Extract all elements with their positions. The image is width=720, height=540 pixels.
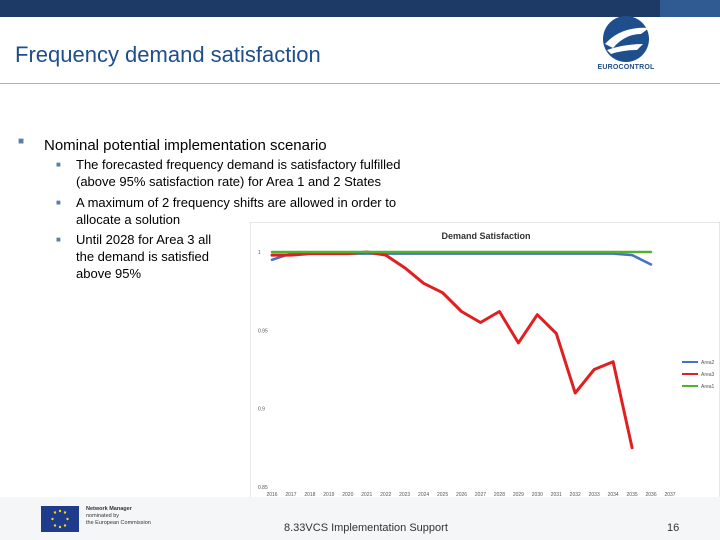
sub-bullet-1-line1: The forecasted frequency demand is satis… — [76, 157, 401, 172]
legend-label: Area1 — [701, 384, 715, 390]
x-tick-label: 2034 — [608, 492, 619, 498]
top-bar — [0, 0, 720, 17]
x-tick-label: 2021 — [361, 492, 372, 498]
bullet-marker: ■ — [18, 136, 25, 147]
nm-line-1: Network Manager — [86, 506, 132, 512]
x-tick-label: 2027 — [475, 492, 486, 498]
x-tick-label: 2022 — [380, 492, 391, 498]
x-tick-label: 2020 — [342, 492, 353, 498]
series-line-area3 — [270, 250, 634, 450]
eurocontrol-logo: EUROCONTROL — [591, 14, 661, 78]
x-tick-label: 2016 — [266, 492, 277, 498]
sub-bullet-3-line2: the demand is satisfied — [76, 249, 209, 264]
network-manager-text: Network Manager nominated by the Europea… — [86, 506, 151, 527]
x-tick-label: 2036 — [645, 492, 656, 498]
x-tick-label: 2019 — [323, 492, 334, 498]
sub-bullet-marker: ■ — [56, 235, 61, 244]
chart-frame — [250, 222, 720, 500]
sub-bullet-3-line3: above 95% — [76, 266, 142, 281]
x-tick-label: 2023 — [399, 492, 410, 498]
sub-bullet-marker: ■ — [56, 198, 61, 207]
x-tick-label: 2018 — [304, 492, 315, 498]
legend-label: Area2 — [701, 360, 715, 366]
x-tick-label: 2030 — [532, 492, 543, 498]
x-tick-label: 2032 — [570, 492, 581, 498]
x-tick-label: 2031 — [551, 492, 562, 498]
main-bullet: Nominal potential implementation scenari… — [44, 137, 327, 154]
sub-bullet-2-line1: A maximum of 2 frequency shifts are allo… — [76, 195, 397, 210]
x-tick-label: 2028 — [494, 492, 505, 498]
y-tick-label: 1 — [258, 250, 261, 256]
x-tick-label: 2026 — [456, 492, 467, 498]
top-bar-accent — [660, 0, 720, 17]
sub-bullet-3-line1: Until 2028 for Area 3 all — [76, 232, 212, 247]
x-tick-label: 2017 — [285, 492, 296, 498]
x-tick-label: 2033 — [589, 492, 600, 498]
y-tick-label: 0.85 — [258, 485, 268, 491]
x-tick-label: 2025 — [437, 492, 448, 498]
legend-label: Area3 — [701, 372, 715, 378]
sub-bullet-marker: ■ — [56, 160, 61, 169]
eu-flag-icon — [41, 506, 79, 532]
sub-bullet-1: The forecasted frequency demand is satis… — [76, 156, 400, 190]
footer-band — [0, 497, 720, 540]
nm-line-2: nominated by — [86, 513, 120, 519]
nm-line-3: the European Commission — [86, 520, 151, 526]
page-number: 16 — [667, 522, 680, 534]
sub-bullet-2-line2: allocate a solution — [76, 212, 181, 227]
header-divider — [0, 83, 720, 84]
x-tick-label: 2037 — [664, 492, 675, 498]
x-tick-label: 2024 — [418, 492, 429, 498]
x-tick-label: 2035 — [627, 492, 638, 498]
sub-bullet-1-line2: (above 95% satisfaction rate) for Area 1… — [76, 174, 381, 189]
footer-text: 8.33VCS Implementation Support — [284, 522, 448, 534]
logo-text: EUROCONTROL — [597, 64, 655, 71]
x-tick-label: 2029 — [513, 492, 524, 498]
y-tick-label: 0.9 — [258, 407, 265, 413]
sub-bullet-2: A maximum of 2 frequency shifts are allo… — [76, 194, 396, 228]
demand-satisfaction-chart: Demand Satisfaction 1 0.95 0.9 0.85 2016 201… — [250, 222, 720, 500]
y-tick-label: 0.95 — [258, 328, 268, 334]
chart-title: Demand Satisfaction — [441, 231, 530, 241]
page-title: Frequency demand satisfaction — [15, 42, 321, 67]
sub-bullet-3: Until 2028 for Area 3 all the demand is … — [76, 231, 211, 282]
